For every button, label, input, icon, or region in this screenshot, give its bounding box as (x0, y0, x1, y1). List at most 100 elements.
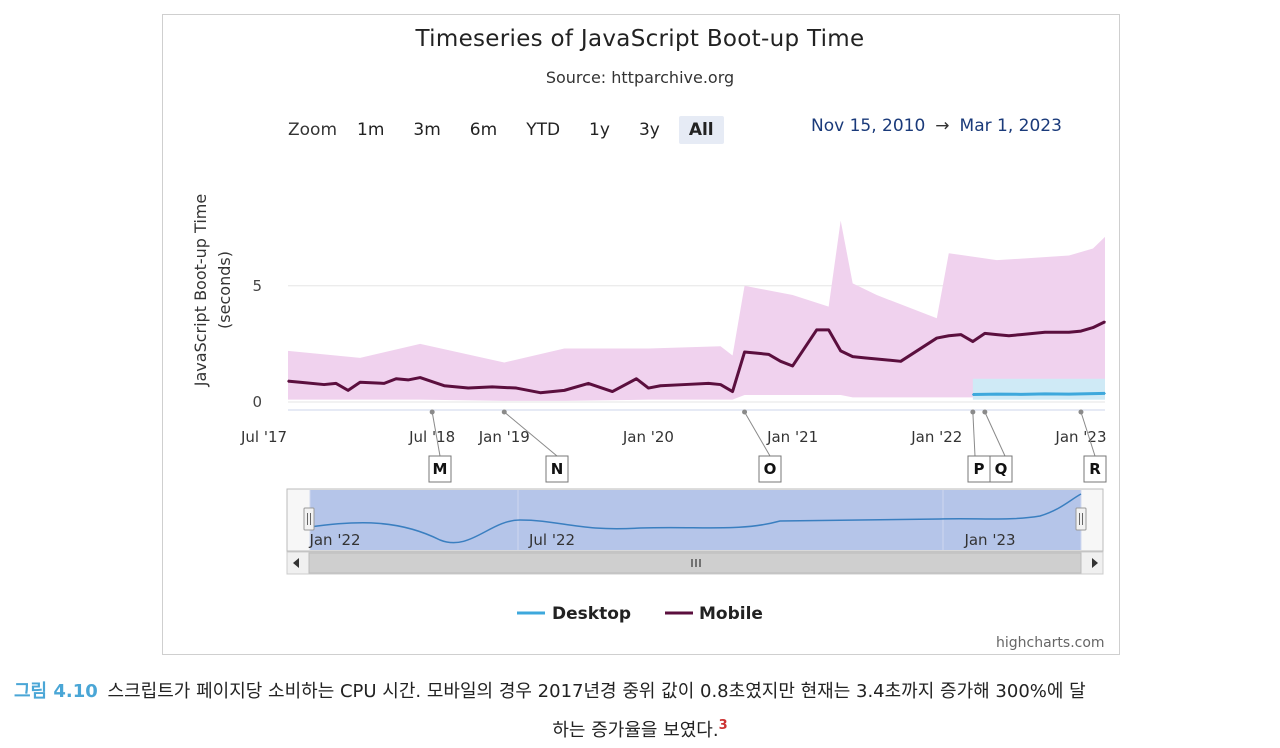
zoom-all-button[interactable]: All (678, 116, 724, 144)
credits-link[interactable]: highcharts.com (996, 635, 1105, 651)
data-point-mobile[interactable] (323, 383, 325, 386)
navigator-handle-right[interactable] (1075, 507, 1087, 531)
data-point-mobile[interactable] (815, 329, 818, 331)
data-point-mobile[interactable] (743, 351, 746, 353)
zoom-bar: Zoom 1m 3m 6m YTD 1y 3y All (288, 116, 733, 144)
flag-anchor (1078, 409, 1084, 415)
series-line-mobile[interactable] (287, 320, 1106, 395)
range-from-input[interactable]: Nov 15, 2010 (811, 116, 926, 136)
data-point-mobile[interactable] (287, 380, 289, 382)
data-point-mobile[interactable] (1068, 331, 1070, 334)
flag-pole (984, 411, 1006, 457)
data-point-mobile[interactable] (563, 389, 566, 392)
data-point-mobile[interactable] (1008, 334, 1010, 337)
data-point-mobile[interactable] (659, 384, 662, 387)
data-point-mobile[interactable] (972, 340, 974, 343)
flag-box[interactable] (989, 455, 1013, 483)
data-point-mobile[interactable] (984, 332, 986, 335)
data-point-mobile[interactable] (767, 353, 770, 356)
data-point-mobile[interactable] (1080, 330, 1082, 332)
flag-box[interactable] (758, 455, 782, 483)
zoom-ytd-button[interactable]: YTD (526, 120, 561, 140)
zoom-3y-button[interactable]: 3y (638, 120, 660, 140)
data-point-mobile[interactable] (299, 381, 301, 384)
data-point-mobile[interactable] (791, 365, 794, 367)
data-point-mobile[interactable] (515, 387, 518, 389)
data-point-mobile[interactable] (839, 350, 842, 352)
flag-anchor (742, 409, 748, 415)
zoom-1y-button[interactable]: 1y (589, 120, 610, 140)
data-point-mobile[interactable] (467, 387, 470, 389)
legend-mobile-label[interactable]: Mobile (699, 604, 763, 624)
data-point-mobile[interactable] (383, 382, 385, 385)
x-tick-label: Jan '19 (478, 428, 530, 446)
data-point-mobile[interactable] (960, 333, 962, 336)
data-point-mobile[interactable] (1020, 333, 1022, 336)
data-point-desktop[interactable] (1080, 393, 1082, 395)
flag-label[interactable]: P (974, 460, 985, 478)
data-point-mobile[interactable] (611, 390, 614, 393)
navigator-tick-label: Jan '23 (963, 531, 1015, 549)
footnote-marker: 3 (718, 718, 728, 733)
data-point-mobile[interactable] (707, 382, 710, 385)
data-point-mobile[interactable] (491, 386, 494, 388)
flag-label[interactable]: O (764, 460, 777, 478)
data-point-mobile[interactable] (539, 391, 542, 394)
flag-box[interactable] (1083, 455, 1107, 483)
data-point-mobile[interactable] (899, 360, 902, 363)
data-point-mobile[interactable] (587, 382, 590, 385)
data-point-mobile[interactable] (827, 329, 830, 331)
range-to-input[interactable]: Mar 1, 2023 (959, 116, 1062, 136)
data-point-mobile[interactable] (419, 376, 421, 379)
flag-label[interactable]: N (551, 460, 564, 478)
data-point-mobile[interactable] (443, 384, 445, 387)
data-point-mobile[interactable] (395, 377, 397, 380)
data-point-mobile[interactable] (948, 334, 950, 337)
legend-desktop-label[interactable]: Desktop (552, 604, 631, 624)
data-point-mobile[interactable] (996, 333, 998, 336)
data-point-desktop[interactable] (1068, 393, 1070, 395)
flag-box[interactable] (545, 455, 569, 483)
flag-label[interactable]: R (1089, 460, 1101, 478)
data-point-desktop[interactable] (1092, 392, 1094, 395)
scrollbar-thumb[interactable] (308, 552, 1082, 574)
series-line-desktop[interactable] (972, 391, 1106, 397)
zoom-1m-button[interactable]: 1m (357, 120, 385, 140)
data-point-mobile[interactable] (647, 387, 650, 389)
triangle-left-icon[interactable] (293, 558, 299, 568)
zoom-6m-button[interactable]: 6m (469, 120, 498, 140)
data-point-mobile[interactable] (1044, 331, 1046, 334)
data-point-mobile[interactable] (851, 355, 854, 358)
data-point-mobile[interactable] (875, 358, 878, 360)
data-point-mobile[interactable] (1104, 320, 1106, 323)
data-point-mobile[interactable] (359, 381, 361, 384)
navigator-handle-left[interactable] (303, 507, 315, 531)
data-point-mobile[interactable] (731, 390, 734, 393)
data-point-desktop[interactable] (1044, 393, 1046, 395)
data-point-mobile[interactable] (755, 352, 758, 354)
data-point-mobile[interactable] (347, 389, 349, 392)
data-point-mobile[interactable] (719, 383, 722, 386)
figure-number: 그림 4.10 (14, 681, 98, 702)
zoom-3m-button[interactable]: 3m (413, 120, 441, 140)
flag-pole (1080, 411, 1096, 457)
flag-label[interactable]: Q (995, 460, 1008, 478)
data-point-mobile[interactable] (407, 379, 409, 381)
flag-box[interactable] (428, 455, 452, 483)
figure-caption: 그림 4.10 스크립트가 페이지당 소비하는 CPU 시간. 모바일의 경우 … (0, 675, 1280, 748)
triangle-right-icon[interactable] (1092, 558, 1098, 568)
data-point-mobile[interactable] (863, 357, 866, 359)
data-point-mobile[interactable] (1092, 326, 1094, 329)
data-point-desktop[interactable] (996, 393, 998, 395)
x-tick-label: Jul '18 (408, 428, 455, 446)
data-point-desktop[interactable] (1020, 393, 1022, 396)
data-point-mobile[interactable] (779, 360, 782, 363)
data-point-mobile[interactable] (683, 383, 686, 386)
data-point-desktop[interactable] (972, 393, 974, 396)
flag-label[interactable]: M (433, 460, 448, 478)
data-point-desktop[interactable] (1104, 392, 1106, 395)
data-point-mobile[interactable] (635, 377, 638, 380)
caption-text-2: 하는 증가율을 보였다. (552, 720, 719, 741)
data-point-mobile[interactable] (335, 382, 337, 385)
data-point-mobile[interactable] (935, 337, 938, 339)
